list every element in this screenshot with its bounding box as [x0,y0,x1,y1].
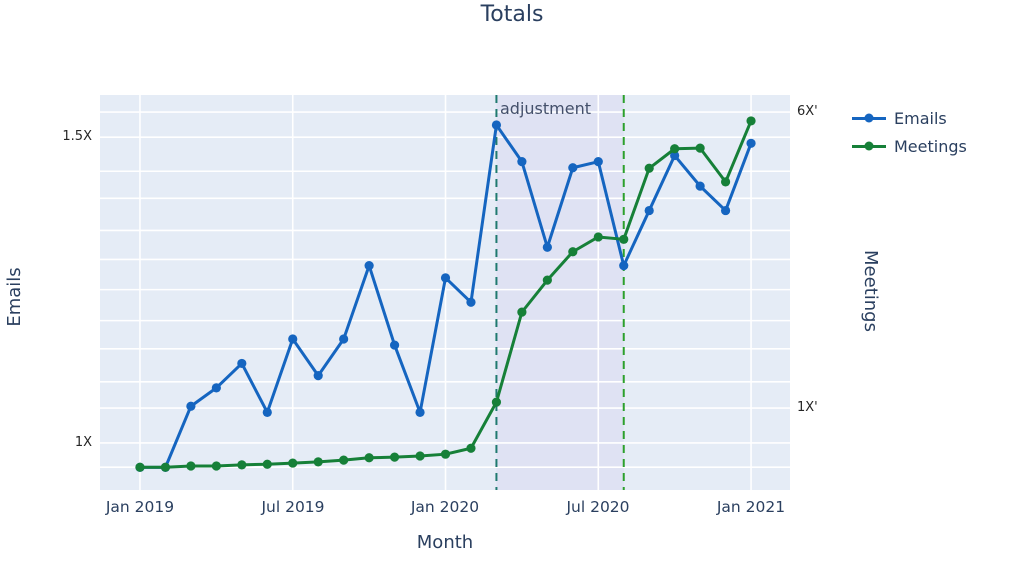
data-point-emails[interactable] [695,181,705,191]
data-point-meetings[interactable] [186,461,196,471]
data-point-meetings[interactable] [364,453,374,463]
data-point-emails[interactable] [619,260,629,271]
legend-label: Meetings [894,136,967,156]
data-point-emails[interactable] [440,273,451,283]
data-point-meetings[interactable] [288,458,298,468]
x-tick-label: Jan 2021 [716,498,786,516]
data-point-emails[interactable] [466,297,476,307]
data-point-meetings[interactable] [466,443,476,453]
y-left-tick-label: 1X [74,435,92,450]
data-point-emails[interactable] [415,407,425,417]
data-point-emails[interactable] [670,150,680,161]
data-point-emails[interactable] [568,163,578,173]
y-right-tick-label: 1X' [797,400,818,415]
y-right-axis-title: Meetings [860,250,881,332]
x-tick-label: Jan 2020 [410,498,480,516]
data-point-meetings[interactable] [160,462,171,472]
data-point-emails[interactable] [517,157,527,167]
data-point-meetings[interactable] [517,307,527,317]
data-point-meetings[interactable] [237,460,247,470]
data-point-meetings[interactable] [695,143,705,153]
legend-label: Emails [894,108,947,128]
y-left-tick-label: 1.5X [62,129,92,144]
data-point-emails[interactable] [186,401,196,411]
data-point-emails[interactable] [262,407,272,417]
data-point-emails[interactable] [313,371,323,381]
data-point-meetings[interactable] [313,457,323,467]
data-point-emails[interactable] [491,120,502,130]
data-point-meetings[interactable] [720,177,731,187]
data-point-meetings[interactable] [619,234,629,244]
legend-item-meetings[interactable]: Meetings [852,132,967,160]
data-point-meetings[interactable] [389,452,400,462]
data-point-meetings[interactable] [262,459,272,469]
data-point-meetings[interactable] [491,397,502,407]
data-point-emails[interactable] [339,334,349,344]
data-point-emails[interactable] [237,358,247,369]
legend-item-emails[interactable]: Emails [852,104,967,132]
y-left-axis-title: Emails [4,267,25,327]
data-point-emails[interactable] [389,340,400,350]
x-tick-label: Jan 2019 [105,498,175,516]
data-point-meetings[interactable] [440,449,451,459]
data-point-meetings[interactable] [415,451,425,461]
data-point-meetings[interactable] [593,232,603,242]
data-point-emails[interactable] [644,205,654,216]
x-tick-label: Jul 2019 [261,498,325,516]
data-point-meetings[interactable] [746,116,756,126]
data-point-meetings[interactable] [568,247,578,257]
data-point-emails[interactable] [593,157,603,167]
data-point-meetings[interactable] [211,461,221,471]
chart-title: Totals [480,2,544,27]
data-point-meetings[interactable] [135,462,145,472]
legend: Emails Meetings [852,104,967,160]
x-axis-title: Month [416,532,474,553]
data-point-meetings[interactable] [542,275,552,285]
data-point-emails[interactable] [746,138,756,148]
data-point-meetings[interactable] [339,455,349,465]
data-point-emails[interactable] [211,383,221,393]
data-point-meetings[interactable] [670,144,680,154]
emails-line-swatch-icon [852,116,886,120]
data-point-emails[interactable] [542,242,552,252]
x-tick-label: Jul 2020 [566,498,630,516]
data-point-emails[interactable] [288,334,298,344]
data-point-emails[interactable] [364,260,374,271]
data-point-meetings[interactable] [644,163,654,173]
annotation-adjustment: adjustment [500,99,591,118]
y-right-tick-label: 6X' [797,104,818,119]
data-point-emails[interactable] [720,205,731,216]
meetings-line-swatch-icon [852,144,886,148]
